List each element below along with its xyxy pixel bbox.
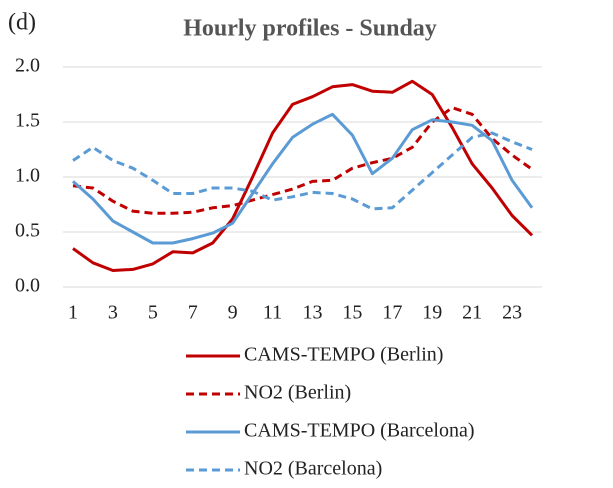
legend-label: CAMS-TEMPO (Berlin) xyxy=(244,344,443,366)
data-line xyxy=(72,79,534,272)
data-line xyxy=(72,131,533,211)
panel-label: (d) xyxy=(8,10,36,36)
data-line xyxy=(72,106,533,215)
x-tick-label: 5 xyxy=(148,302,158,324)
x-tick-label: 19 xyxy=(422,302,442,324)
x-tick-label: 3 xyxy=(108,302,118,324)
x-tick-label: 13 xyxy=(302,302,322,324)
x-tick-label: 1 xyxy=(68,302,78,324)
x-tick-label: 9 xyxy=(228,302,238,324)
x-tick-label: 11 xyxy=(263,302,282,324)
legend-label: NO2 (Barcelona) xyxy=(244,458,382,480)
y-tick-label: 1.5 xyxy=(15,110,40,132)
y-tick-label: 0.0 xyxy=(15,275,40,297)
x-tick-label: 21 xyxy=(462,302,482,324)
x-tick-label: 15 xyxy=(342,302,362,324)
x-tick-label: 23 xyxy=(502,302,522,324)
x-tick-label: 7 xyxy=(188,302,198,324)
legend-label: CAMS-TEMPO (Barcelona) xyxy=(244,420,475,442)
legend-label: NO2 (Berlin) xyxy=(244,382,351,404)
data-line xyxy=(71,112,534,245)
x-tick-label: 17 xyxy=(382,302,402,324)
y-tick-label: 0.5 xyxy=(15,220,40,242)
chart-title: Hourly profiles - Sunday xyxy=(183,16,437,42)
y-tick-label: 2.0 xyxy=(15,55,40,77)
y-tick-label: 1.0 xyxy=(15,165,40,187)
